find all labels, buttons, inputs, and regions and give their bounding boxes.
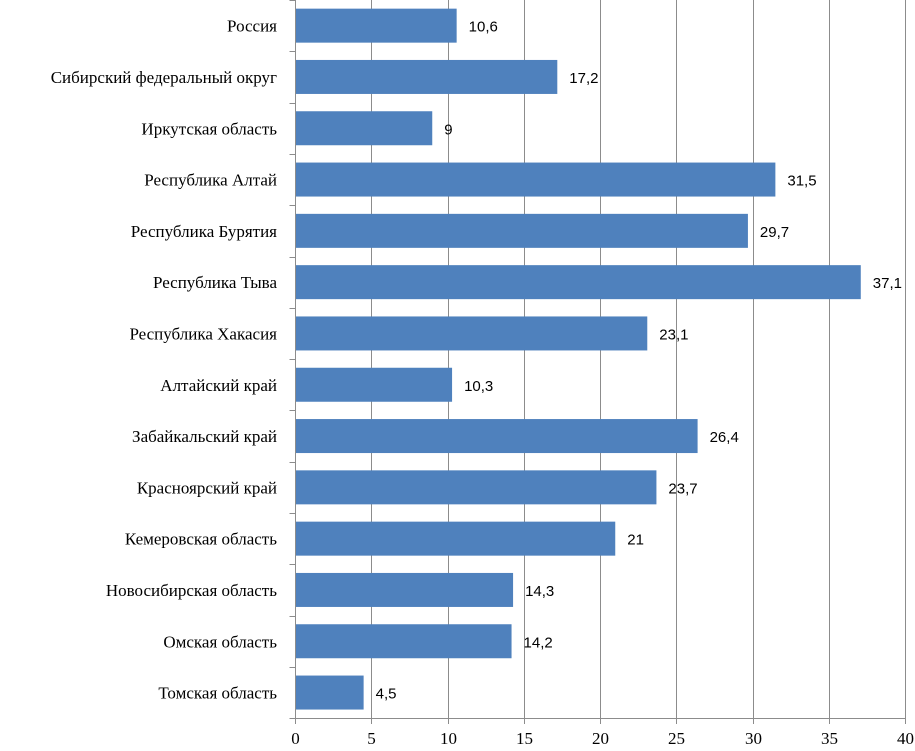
category-label: Забайкальский край <box>132 427 277 446</box>
bar <box>295 470 657 505</box>
bar <box>295 624 512 659</box>
x-tick-label: 25 <box>668 729 685 748</box>
grid-lines <box>371 0 906 718</box>
category-label: Кемеровская область <box>125 530 277 549</box>
bar <box>295 162 776 197</box>
bar <box>295 572 514 607</box>
bar <box>295 111 433 146</box>
x-tick-label: 35 <box>821 729 838 748</box>
category-label: Иркутская область <box>141 119 277 138</box>
category-label: Алтайский край <box>160 376 277 395</box>
data-label: 10,6 <box>469 19 498 36</box>
data-label: 26,4 <box>710 429 739 446</box>
labels: 0 5 10 15 20 25 30 35 40 Россия 10,6 Сибирский феде… <box>51 17 914 748</box>
data-label: 29,7 <box>760 224 789 241</box>
data-label: 23,1 <box>659 326 688 343</box>
category-label: Омская область <box>163 632 277 651</box>
x-tick-label: 5 <box>367 729 376 748</box>
category-label: Республика Алтай <box>144 171 277 190</box>
x-tick-label: 10 <box>440 729 457 748</box>
category-label: Сибирский федеральный округ <box>51 68 277 87</box>
data-label: 14,3 <box>525 583 554 600</box>
category-label: Томская область <box>158 684 277 703</box>
x-tick-label: 0 <box>291 729 300 748</box>
category-label: Республика Хакасия <box>129 324 277 343</box>
bar <box>295 8 457 43</box>
axes <box>289 0 906 724</box>
bar <box>295 419 698 454</box>
category-label: Республика Бурятия <box>131 222 277 241</box>
x-tick-label: 40 <box>897 729 914 748</box>
bar <box>295 316 648 351</box>
x-tick-label: 20 <box>592 729 609 748</box>
data-label: 17,2 <box>569 70 598 87</box>
bar <box>295 367 453 402</box>
bar <box>295 213 748 248</box>
x-tick-label: 30 <box>745 729 762 748</box>
bars <box>295 8 861 710</box>
x-tick-label: 15 <box>516 729 533 748</box>
category-label: Новосибирская область <box>106 581 277 600</box>
data-label: 31,5 <box>787 173 816 190</box>
category-label: Красноярский край <box>137 478 277 497</box>
bar <box>295 675 364 710</box>
data-label: 9 <box>444 121 452 138</box>
bar <box>295 265 861 300</box>
category-label: Республика Тыва <box>153 273 277 292</box>
data-label: 14,2 <box>524 634 553 651</box>
bar <box>295 59 558 94</box>
data-label: 4,5 <box>376 686 397 703</box>
data-label: 21 <box>627 532 644 549</box>
data-label: 23,7 <box>668 480 697 497</box>
bar <box>295 521 616 556</box>
data-label: 37,1 <box>873 275 902 292</box>
category-label: Россия <box>227 17 277 36</box>
data-label: 10,3 <box>464 378 493 395</box>
